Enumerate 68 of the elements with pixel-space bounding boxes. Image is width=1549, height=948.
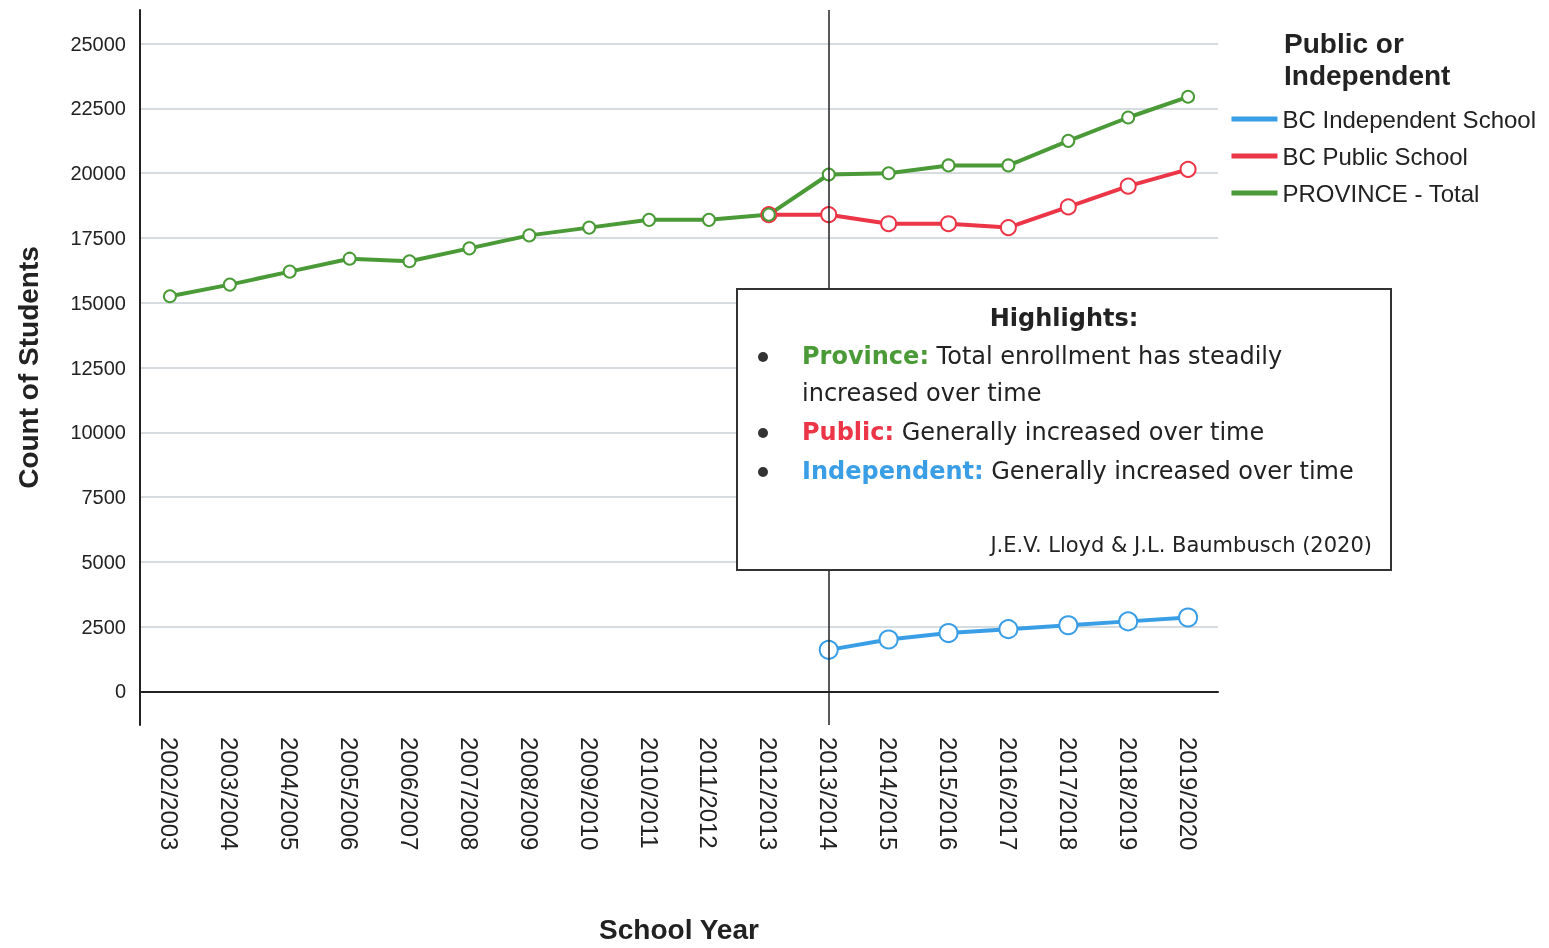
y-tick-label: 20000: [70, 162, 126, 185]
x-tick-label: 2002/2003: [156, 737, 184, 851]
y-tick-label: 22500: [70, 97, 126, 120]
point: [522, 228, 537, 243]
point: [222, 277, 237, 292]
x-tick-label: 2004/2005: [276, 737, 304, 851]
x-tick-label: 2017/2018: [1054, 737, 1082, 851]
y-axis-title: Count of Students: [12, 246, 44, 489]
point: [1178, 607, 1199, 628]
x-axis-title: School Year: [599, 913, 759, 945]
x-tick-label: 2005/2006: [336, 737, 364, 851]
x-tick-label: 2011/2012: [695, 737, 723, 849]
point: [282, 264, 297, 279]
point: [162, 289, 177, 304]
point: [881, 166, 896, 181]
point: [1058, 615, 1079, 636]
point: [462, 241, 477, 256]
y-tick-label: 2500: [81, 615, 126, 638]
x-tick-label: 2014/2015: [875, 737, 903, 851]
point: [938, 623, 959, 644]
point: [1179, 160, 1197, 178]
point: [582, 220, 597, 235]
point: [878, 629, 899, 650]
y-tick-label: 5000: [81, 550, 126, 573]
y-tick-label: 10000: [70, 421, 126, 444]
x-tick-label: 2015/2016: [935, 737, 962, 851]
point: [1059, 198, 1077, 216]
x-tick-label: 2018/2019: [1114, 737, 1142, 851]
y-tick-label: 0: [114, 680, 126, 703]
y-tick-label: 12500: [70, 356, 126, 379]
legend-label: BC Public School: [1282, 142, 1468, 170]
x-tick-label: 2016/2017: [994, 737, 1022, 851]
y-tick-label: 15000: [70, 291, 126, 314]
point: [940, 215, 957, 233]
point: [1181, 89, 1196, 104]
point: [342, 251, 357, 266]
point: [941, 158, 956, 173]
x-tick-label: 2007/2008: [455, 737, 483, 851]
y-tick-label: 17500: [70, 226, 126, 249]
point: [999, 219, 1017, 237]
x-tick-label: 2019/2020: [1174, 737, 1202, 851]
point: [402, 254, 417, 269]
point: [701, 212, 716, 227]
annotation: Independent: Generally increased over time: [801, 456, 1355, 487]
point: [880, 215, 898, 233]
point: [1121, 110, 1136, 125]
x-tick-label: 2009/2010: [575, 737, 603, 851]
x-tick-label: 2008/2009: [515, 737, 543, 851]
point: [1118, 611, 1139, 632]
x-tick-label: 2003/2004: [216, 737, 244, 851]
point: [1001, 158, 1016, 173]
x-tick-label: 2013/2014: [815, 737, 843, 851]
point: [998, 619, 1019, 640]
y-tick-label: 25000: [70, 32, 126, 55]
legend-title: Public or Independent: [1284, 27, 1451, 91]
x-tick-label: 2010/2011: [635, 737, 663, 849]
point: [642, 212, 657, 227]
point: [1119, 177, 1137, 195]
annotation: Public: Generally increased over time: [801, 417, 1266, 448]
legend-label: BC Independent School: [1282, 105, 1537, 133]
annotation: J.E.V. Lloyd & J.L. Baumbusch (2020): [990, 533, 1372, 557]
point: [1061, 133, 1076, 148]
x-tick-label: 2012/2013: [755, 737, 783, 851]
annotation: Highlights:: [988, 304, 1140, 332]
annotation: Province: Total enrollment has steadily increased over time: [801, 341, 1284, 409]
legend-label: PROVINCE - Total: [1282, 179, 1480, 207]
y-tick-label: 7500: [81, 486, 126, 509]
x-tick-label: 2006/2007: [396, 737, 423, 851]
